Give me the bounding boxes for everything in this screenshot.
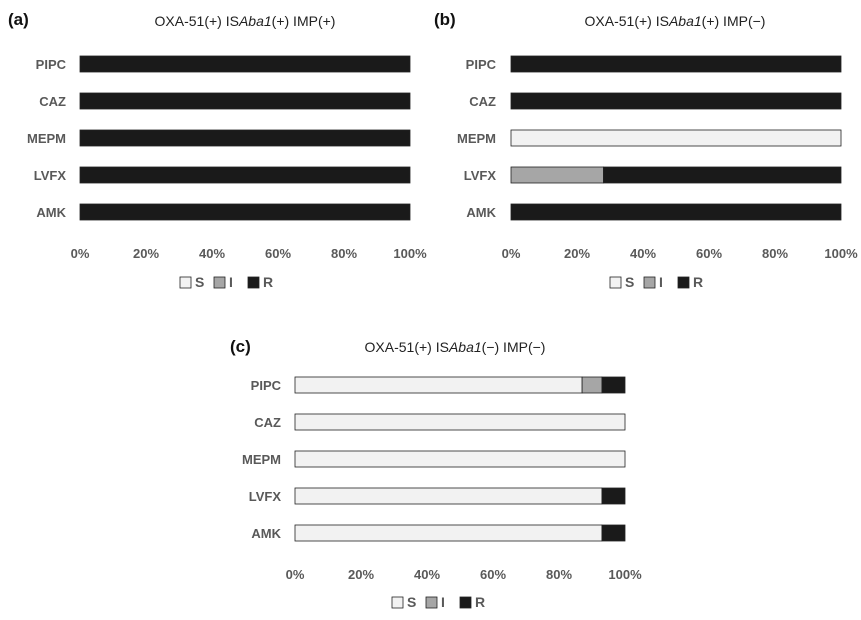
category-label-c-mepm: MEPM bbox=[242, 452, 281, 467]
bar-segment-b-lvfx-r bbox=[602, 166, 842, 184]
bar-segment-c-lvfx-s bbox=[294, 487, 603, 505]
category-label-c-caz: CAZ bbox=[254, 415, 281, 430]
x-tick-label-b-4: 80% bbox=[762, 246, 788, 261]
chart-title-prefix-c: OXA-51(+) IS bbox=[365, 339, 449, 355]
bar-segment-a-pipc-r bbox=[79, 55, 411, 73]
x-tick-label-a-3: 60% bbox=[265, 246, 291, 261]
category-label-a-mepm: MEPM bbox=[27, 131, 66, 146]
category-label-a-pipc: PIPC bbox=[36, 57, 67, 72]
legend-label-a-r: R bbox=[263, 274, 273, 290]
legend-swatch-c-r bbox=[459, 596, 472, 609]
category-label-a-caz: CAZ bbox=[39, 94, 66, 109]
bar-segment-c-lvfx-r bbox=[601, 487, 626, 505]
category-label-c-lvfx: LVFX bbox=[249, 489, 282, 504]
legend-label-c-r: R bbox=[475, 594, 485, 610]
bar-segment-a-lvfx-r bbox=[79, 166, 411, 184]
bar-segment-c-amk-s bbox=[294, 524, 603, 542]
x-tick-label-a-4: 80% bbox=[331, 246, 357, 261]
chart-title-italic-b: Aba1 bbox=[668, 13, 702, 29]
bar-segment-a-mepm-r bbox=[79, 129, 411, 147]
bar-segment-b-caz-r bbox=[510, 92, 842, 110]
x-tick-label-a-2: 40% bbox=[199, 246, 225, 261]
category-label-a-amk: AMK bbox=[36, 205, 66, 220]
bar-segment-b-lvfx-i bbox=[510, 166, 604, 184]
chart-panel-c: (c) OXA-51(+) ISAba1(−) IMP(−) PIPC CAZ MEPM… bbox=[230, 337, 642, 610]
legend-label-a-i: I bbox=[229, 274, 233, 290]
chart-title-italic-a: Aba1 bbox=[238, 13, 272, 29]
bar-segment-c-caz-s bbox=[294, 413, 626, 431]
chart-panel-b: (b) OXA-51(+) ISAba1(+) IMP(−) PIPC CAZ MEPM… bbox=[434, 10, 858, 290]
legend-label-b-s: S bbox=[625, 274, 634, 290]
panel-label-b: (b) bbox=[434, 10, 456, 29]
panel-c: (c) OXA-51(+) ISAba1(−) IMP(−) PIPC CAZ MEPM… bbox=[0, 330, 861, 620]
category-label-b-pipc: PIPC bbox=[466, 57, 497, 72]
x-tick-label-b-0: 0% bbox=[502, 246, 521, 261]
bar-segment-b-amk-r bbox=[510, 203, 842, 221]
category-label-b-caz: CAZ bbox=[469, 94, 496, 109]
legend-swatch-c-i bbox=[425, 596, 438, 609]
panel-a: (a) OXA-51(+) ISAba1(+) IMP(+) PIPC CAZ MEPM… bbox=[0, 0, 430, 305]
x-tick-label-b-3: 60% bbox=[696, 246, 722, 261]
bar-segment-a-caz-r bbox=[79, 92, 411, 110]
legend-swatch-a-s bbox=[179, 276, 192, 289]
x-tick-label-c-0: 0% bbox=[286, 567, 305, 582]
x-tick-label-b-5: 100% bbox=[824, 246, 858, 261]
x-tick-label-b-1: 20% bbox=[564, 246, 590, 261]
x-tick-label-c-4: 80% bbox=[546, 567, 572, 582]
category-label-b-mepm: MEPM bbox=[457, 131, 496, 146]
x-tick-label-c-2: 40% bbox=[414, 567, 440, 582]
legend-swatch-b-i bbox=[643, 276, 656, 289]
category-label-c-amk: AMK bbox=[251, 526, 281, 541]
category-label-b-lvfx: LVFX bbox=[464, 168, 497, 183]
x-tick-label-a-0: 0% bbox=[71, 246, 90, 261]
chart-title-suffix-c: (−) IMP(−) bbox=[482, 339, 546, 355]
legend-label-a-s: S bbox=[195, 274, 204, 290]
legend-label-b-i: I bbox=[659, 274, 663, 290]
legend-label-c-s: S bbox=[407, 594, 416, 610]
x-tick-label-a-1: 20% bbox=[133, 246, 159, 261]
panel-label-a: (a) bbox=[8, 10, 29, 29]
panel-label-c: (c) bbox=[230, 337, 251, 356]
chart-title-a: OXA-51(+) ISAba1(+) IMP(+) bbox=[155, 13, 336, 29]
legend-swatch-a-r bbox=[247, 276, 260, 289]
chart-title-c: OXA-51(+) ISAba1(−) IMP(−) bbox=[365, 339, 546, 355]
bar-segment-c-mepm-s bbox=[294, 450, 626, 468]
bar-segment-b-pipc-r bbox=[510, 55, 842, 73]
chart-title-italic-c: Aba1 bbox=[448, 339, 482, 355]
x-tick-label-c-1: 20% bbox=[348, 567, 374, 582]
legend-label-b-r: R bbox=[693, 274, 703, 290]
chart-title-suffix-a: (+) IMP(+) bbox=[272, 13, 336, 29]
chart-title-prefix-a: OXA-51(+) IS bbox=[155, 13, 239, 29]
x-tick-label-b-2: 40% bbox=[630, 246, 656, 261]
bar-segment-b-mepm-s bbox=[510, 129, 842, 147]
chart-panel-a: (a) OXA-51(+) ISAba1(+) IMP(+) PIPC CAZ MEPM… bbox=[8, 10, 427, 290]
legend-swatch-b-r bbox=[677, 276, 690, 289]
bar-segment-a-amk-r bbox=[79, 203, 411, 221]
x-tick-label-a-5: 100% bbox=[393, 246, 427, 261]
chart-title-suffix-b: (+) IMP(−) bbox=[702, 13, 766, 29]
legend-swatch-b-s bbox=[609, 276, 622, 289]
bar-segment-c-pipc-r bbox=[601, 376, 626, 394]
legend-swatch-c-s bbox=[391, 596, 404, 609]
bar-segment-c-amk-r bbox=[601, 524, 626, 542]
category-label-a-lvfx: LVFX bbox=[34, 168, 67, 183]
category-label-c-pipc: PIPC bbox=[251, 378, 282, 393]
x-tick-label-c-5: 100% bbox=[608, 567, 642, 582]
category-label-b-amk: AMK bbox=[466, 205, 496, 220]
legend-swatch-a-i bbox=[213, 276, 226, 289]
legend-label-c-i: I bbox=[441, 594, 445, 610]
chart-title-prefix-b: OXA-51(+) IS bbox=[585, 13, 669, 29]
bar-segment-c-pipc-s bbox=[294, 376, 583, 394]
chart-title-b: OXA-51(+) ISAba1(+) IMP(−) bbox=[585, 13, 766, 29]
bar-segment-c-pipc-i bbox=[581, 376, 603, 394]
x-tick-label-c-3: 60% bbox=[480, 567, 506, 582]
panel-b: (b) OXA-51(+) ISAba1(+) IMP(−) PIPC CAZ MEPM… bbox=[430, 0, 861, 305]
